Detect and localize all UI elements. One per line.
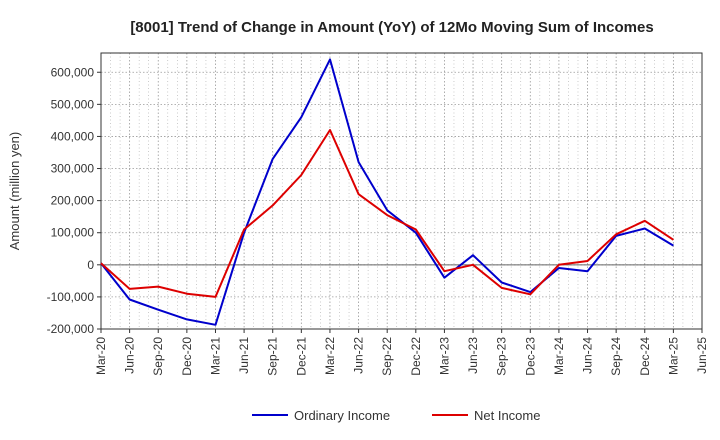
y-tick-label-8: 600,000 <box>51 65 95 79</box>
x-tick-label-10: Sep-22 <box>380 337 394 376</box>
x-tick-label-6: Sep-21 <box>266 337 280 376</box>
x-tick-label-7: Dec-21 <box>294 337 308 376</box>
legend-label-1: Net Income <box>474 408 540 423</box>
x-tick-label-19: Dec-24 <box>638 337 652 376</box>
series-line-ordinary-income <box>100 58 674 326</box>
x-tick-label-13: Jun-23 <box>466 337 480 374</box>
y-tick-label-6: 400,000 <box>51 129 95 143</box>
x-tick-label-2: Sep-20 <box>151 337 165 376</box>
series-line-net-income <box>100 129 674 298</box>
x-tick-label-16: Mar-24 <box>552 337 566 375</box>
x-tick-label-4: Mar-21 <box>208 337 222 375</box>
x-tick-label-0: Mar-20 <box>94 337 108 375</box>
plot-background <box>101 53 702 329</box>
x-tick-label-17: Jun-24 <box>581 337 595 374</box>
x-tick-label-15: Dec-23 <box>523 337 537 376</box>
legend: Ordinary Income Net Income <box>252 408 540 423</box>
y-tick-label-7: 500,000 <box>51 97 95 111</box>
y-tick-label-5: 300,000 <box>51 162 95 176</box>
plot-area: -200,000 -100,000 0 100,000 200,000 300,000 40… <box>47 52 709 376</box>
x-tick-label-5: Jun-21 <box>237 337 251 374</box>
x-tick-label-12: Mar-23 <box>437 337 451 375</box>
x-tick-label-18: Sep-24 <box>609 337 623 376</box>
x-tick-label-21: Jun-25 <box>695 337 709 374</box>
chart-title: [8001] Trend of Change in Amount (YoY) o… <box>130 19 653 36</box>
plot-frame <box>100 52 703 330</box>
y-tick-label-2: 0 <box>87 258 94 272</box>
legend-label-0: Ordinary Income <box>294 408 390 423</box>
y-tick-label-0: -200,000 <box>47 322 95 336</box>
y-tick-label-3: 100,000 <box>51 226 95 240</box>
y-axis-label: Amount (million yen) <box>7 132 22 251</box>
x-tick-label-11: Dec-22 <box>409 337 423 376</box>
x-tick-label-3: Dec-20 <box>180 337 194 376</box>
x-tick-label-1: Jun-20 <box>123 337 137 374</box>
x-tick-label-20: Mar-25 <box>666 337 680 375</box>
x-tick-label-8: Mar-22 <box>323 337 337 375</box>
y-tick-label-1: -100,000 <box>47 290 95 304</box>
x-tick-label-9: Jun-22 <box>352 337 366 374</box>
y-tick-label-4: 200,000 <box>51 194 95 208</box>
x-tick-label-14: Sep-23 <box>495 337 509 376</box>
